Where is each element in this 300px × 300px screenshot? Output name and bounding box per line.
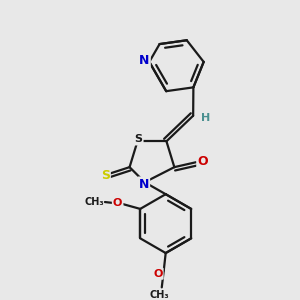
Text: O: O — [153, 268, 163, 279]
Text: H: H — [201, 113, 211, 123]
Text: CH₃: CH₃ — [150, 290, 170, 300]
Text: S: S — [134, 134, 142, 144]
Text: N: N — [139, 178, 149, 191]
Text: CH₃: CH₃ — [84, 197, 104, 207]
Text: O: O — [197, 155, 208, 168]
Text: S: S — [100, 169, 109, 182]
Text: N: N — [139, 54, 150, 68]
Text: O: O — [113, 198, 122, 208]
